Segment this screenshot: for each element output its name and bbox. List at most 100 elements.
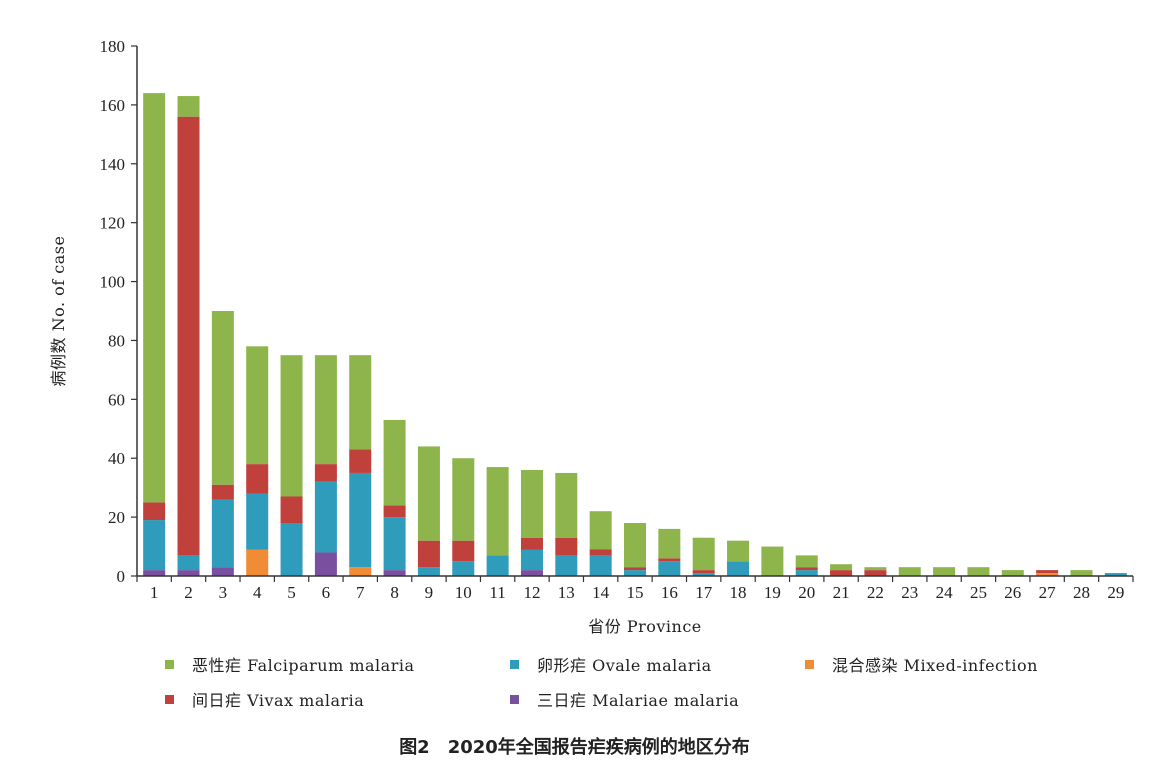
x-tick-label: 11 xyxy=(489,583,505,602)
bar-segment-27-s1 xyxy=(1036,573,1059,576)
y-tick-label: 40 xyxy=(108,449,125,468)
bar-segment-6-s4 xyxy=(314,355,337,465)
bar-segment-1-s0 xyxy=(143,570,166,576)
x-tick-label: 8 xyxy=(390,583,399,602)
bar-segment-21-s3 xyxy=(830,570,853,576)
bar-segment-13-s2 xyxy=(555,555,578,576)
legend-item-vivax: 间日疟 Vivax malaria xyxy=(165,687,364,711)
x-tick-label: 29 xyxy=(1107,583,1124,602)
y-tick-label: 140 xyxy=(100,155,126,174)
bar-segment-1-s2 xyxy=(143,520,166,571)
legend-item-malariae: 三日疟 Malariae malaria xyxy=(510,687,739,711)
bar-segment-11-s2 xyxy=(486,555,509,576)
bar-segment-4-s3 xyxy=(246,464,269,494)
legend-swatch xyxy=(805,659,814,669)
bar-segment-9-s4 xyxy=(417,446,440,541)
bar-segment-5-s4 xyxy=(280,355,303,497)
legend-swatch xyxy=(165,659,174,669)
bar-segment-28-s4 xyxy=(1070,570,1093,576)
bar-segment-3-s2 xyxy=(211,499,234,568)
legend-swatch xyxy=(165,694,174,704)
bar-segment-29-s2 xyxy=(1104,573,1127,576)
bar-segment-9-s3 xyxy=(417,540,440,568)
bar-segment-18-s2 xyxy=(727,561,750,576)
x-tick-label: 5 xyxy=(287,583,296,602)
y-tick-label: 80 xyxy=(108,331,125,350)
legend-label: 三日疟 Malariae malaria xyxy=(537,691,740,710)
bar-segment-13-s3 xyxy=(555,537,578,556)
x-tick-label: 27 xyxy=(1039,583,1057,602)
bar-segment-3-s4 xyxy=(211,311,234,485)
bar-segment-5-s3 xyxy=(280,496,303,523)
bar-segment-12-s0 xyxy=(520,570,543,576)
bar-segment-18-s4 xyxy=(727,540,750,562)
bar-segment-15-s4 xyxy=(624,523,646,568)
bar-segment-2-s2 xyxy=(177,555,200,571)
x-tick-label: 20 xyxy=(798,583,815,602)
bar-segment-7-s2 xyxy=(349,472,372,568)
y-tick-label: 20 xyxy=(108,508,125,527)
x-tick-label: 21 xyxy=(833,583,850,602)
bar-segment-7-s1 xyxy=(349,567,372,576)
x-tick-label: 17 xyxy=(695,583,713,602)
y-tick-label: 0 xyxy=(117,567,126,586)
bar-segment-5-s2 xyxy=(280,523,303,576)
x-tick-label: 7 xyxy=(356,583,365,602)
bar-segment-16-s3 xyxy=(658,558,681,562)
bar-segment-11-s4 xyxy=(486,467,509,556)
bar-segment-16-s2 xyxy=(658,561,681,576)
bar-segment-9-s2 xyxy=(417,567,440,576)
bar-segment-17-s3 xyxy=(692,570,715,574)
bar-segment-6-s2 xyxy=(314,481,337,553)
y-axis-title: 病例数 No. of case xyxy=(49,236,68,387)
x-tick-label: 3 xyxy=(219,583,228,602)
x-tick-label: 14 xyxy=(592,583,610,602)
y-tick-label: 100 xyxy=(100,273,126,292)
bar-segment-20-s3 xyxy=(795,567,818,571)
legend-item-ovale: 卵形疟 Ovale malaria xyxy=(510,652,712,676)
bar-segment-19-s4 xyxy=(761,546,784,576)
bar-segment-7-s4 xyxy=(349,355,372,450)
legend: 恶性疟 Falciparum malaria 卵形疟 Ovale malaria… xyxy=(165,650,1125,714)
bar-segment-15-s3 xyxy=(624,567,646,571)
x-tick-label: 6 xyxy=(322,583,331,602)
bar-segment-4-s1 xyxy=(246,549,269,576)
bar-segment-20-s2 xyxy=(795,570,818,576)
bar-segment-24-s4 xyxy=(933,567,956,576)
legend-swatch xyxy=(510,659,519,669)
x-tick-label: 18 xyxy=(730,583,747,602)
bar-segment-22-s4 xyxy=(864,567,887,571)
bar-segment-14-s3 xyxy=(589,549,612,556)
legend-item-mixed: 混合感染 Mixed-infection xyxy=(805,652,1038,676)
bar-segment-10-s4 xyxy=(452,458,475,541)
bar-segment-4-s2 xyxy=(246,493,269,550)
y-tick-label: 180 xyxy=(100,37,126,56)
bar-segment-8-s0 xyxy=(383,570,406,576)
bar-segment-14-s4 xyxy=(589,511,612,550)
x-tick-label: 2 xyxy=(184,583,193,602)
bars-layer xyxy=(143,93,1127,576)
bar-segment-4-s4 xyxy=(246,346,269,465)
x-tick-label: 23 xyxy=(901,583,918,602)
bar-segment-1-s3 xyxy=(143,502,166,521)
bar-segment-14-s2 xyxy=(589,555,612,576)
x-tick-label: 19 xyxy=(764,583,781,602)
figure-caption: 图2 2020年全国报告疟疾病例的地区分布 xyxy=(399,737,750,758)
bar-segment-1-s4 xyxy=(143,93,166,503)
x-tick-label: 4 xyxy=(253,583,262,602)
bar-segment-3-s3 xyxy=(211,484,234,500)
legend-label: 恶性疟 Falciparum malaria xyxy=(192,656,415,675)
x-tick-label: 16 xyxy=(661,583,678,602)
bar-segment-6-s3 xyxy=(314,464,337,482)
bar-segment-12-s3 xyxy=(520,537,543,550)
bar-segment-2-s3 xyxy=(177,116,200,556)
x-tick-label: 24 xyxy=(936,583,954,602)
x-tick-label: 26 xyxy=(1004,583,1021,602)
x-tick-label: 22 xyxy=(867,583,884,602)
bar-segment-20-s4 xyxy=(795,555,818,568)
y-tick-label: 160 xyxy=(100,96,126,115)
x-axis-title: 省份 Province xyxy=(588,617,702,636)
x-tick-label: 9 xyxy=(425,583,434,602)
